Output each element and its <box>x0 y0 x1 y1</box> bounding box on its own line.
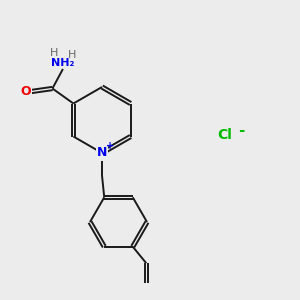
Text: H: H <box>68 50 76 61</box>
Text: Cl: Cl <box>218 128 232 142</box>
Text: -: - <box>238 123 245 138</box>
Text: O: O <box>21 85 31 98</box>
Text: +: + <box>106 141 115 152</box>
Text: NH₂: NH₂ <box>51 58 75 68</box>
Text: N: N <box>97 146 107 160</box>
Text: H: H <box>50 47 59 58</box>
